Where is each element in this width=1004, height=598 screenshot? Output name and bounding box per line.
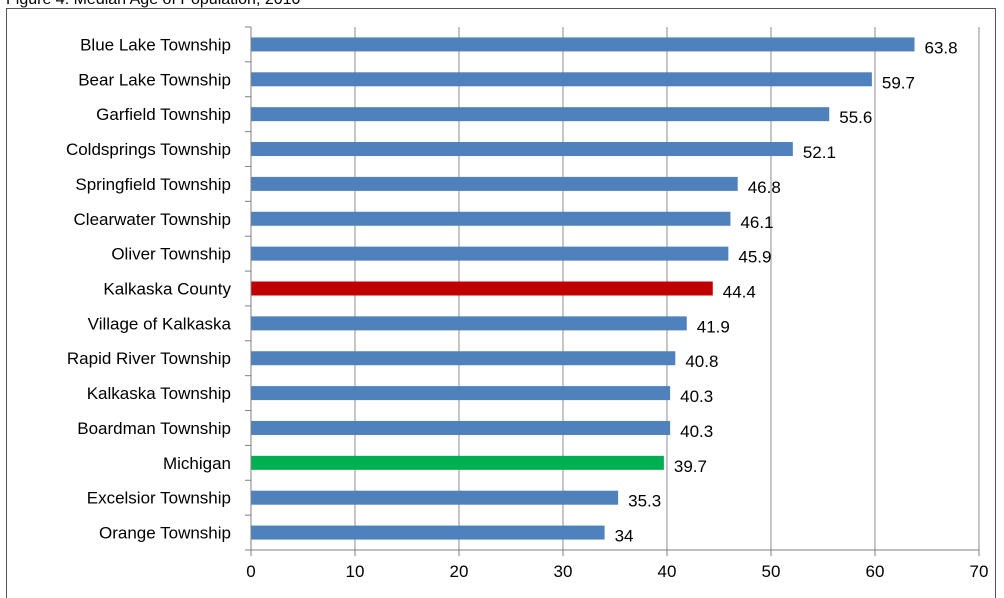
data-label: 59.7 [882, 73, 915, 92]
category-label: Kalkaska Township [87, 384, 231, 403]
data-label: 52.1 [803, 143, 836, 162]
x-tick-label: 30 [554, 562, 573, 581]
category-label: Village of Kalkaska [88, 314, 232, 333]
data-label: 63.8 [925, 38, 958, 57]
data-label: 39.7 [674, 457, 707, 476]
bar [251, 142, 793, 157]
data-label: 45.9 [738, 248, 771, 267]
x-tick-label: 70 [970, 562, 989, 581]
category-label: Excelsior Township [87, 489, 231, 508]
category-label: Clearwater Township [74, 210, 231, 229]
data-label: 40.8 [685, 352, 718, 371]
data-label: 44.4 [723, 283, 756, 302]
category-label: Kalkaska County [103, 280, 231, 299]
bars [251, 37, 915, 540]
data-label: 41.9 [697, 317, 730, 336]
category-label: Springfield Township [75, 175, 231, 194]
category-label: Bear Lake Township [78, 70, 231, 89]
x-tick-label: 50 [762, 562, 781, 581]
data-label: 46.8 [748, 178, 781, 197]
category-labels: Blue Lake Township Bear Lake Township Garf… [66, 35, 232, 542]
category-label: Michigan [163, 454, 231, 473]
category-label: Garfield Township [96, 105, 231, 124]
category-label: Blue Lake Township [80, 35, 231, 54]
category-label: Oliver Township [111, 245, 231, 264]
bar [251, 72, 872, 87]
bar [251, 107, 830, 122]
x-tick-label: 0 [246, 562, 255, 581]
bar [251, 351, 676, 366]
category-label: Boardman Township [77, 419, 231, 438]
category-label: Orange Township [99, 524, 231, 543]
category-label: Rapid River Township [67, 349, 231, 368]
data-label: 40.3 [680, 422, 713, 441]
bar [251, 37, 915, 52]
x-tick-label: 20 [450, 562, 469, 581]
data-label: 46.1 [740, 213, 773, 232]
data-label: 40.3 [680, 387, 713, 406]
bar [251, 525, 605, 540]
bar [251, 211, 731, 226]
bar [251, 316, 687, 331]
x-tick-label: 40 [658, 562, 677, 581]
bar [251, 386, 671, 401]
category-label: Coldsprings Township [66, 140, 231, 159]
value-labels: 63.8 59.7 55.652.1 46.8 46.1 45.9 44.4 41.9 40.8… [615, 38, 958, 545]
bar [251, 420, 671, 435]
x-axis-ticks: 0 10 20 30 40 50 60 70 [245, 26, 989, 581]
x-tick-label: 60 [866, 562, 885, 581]
bar [251, 246, 729, 261]
bar [251, 176, 738, 191]
data-label: 34 [615, 527, 634, 546]
figure-caption: Figure 4: Median Age of Population, 2010 [6, 0, 300, 9]
data-label: 55.6 [839, 108, 872, 127]
data-label: 35.3 [628, 492, 661, 511]
bar [251, 455, 664, 470]
bar [251, 490, 619, 505]
bar [251, 281, 713, 296]
chart-frame [6, 8, 996, 598]
x-tick-label: 10 [346, 562, 365, 581]
